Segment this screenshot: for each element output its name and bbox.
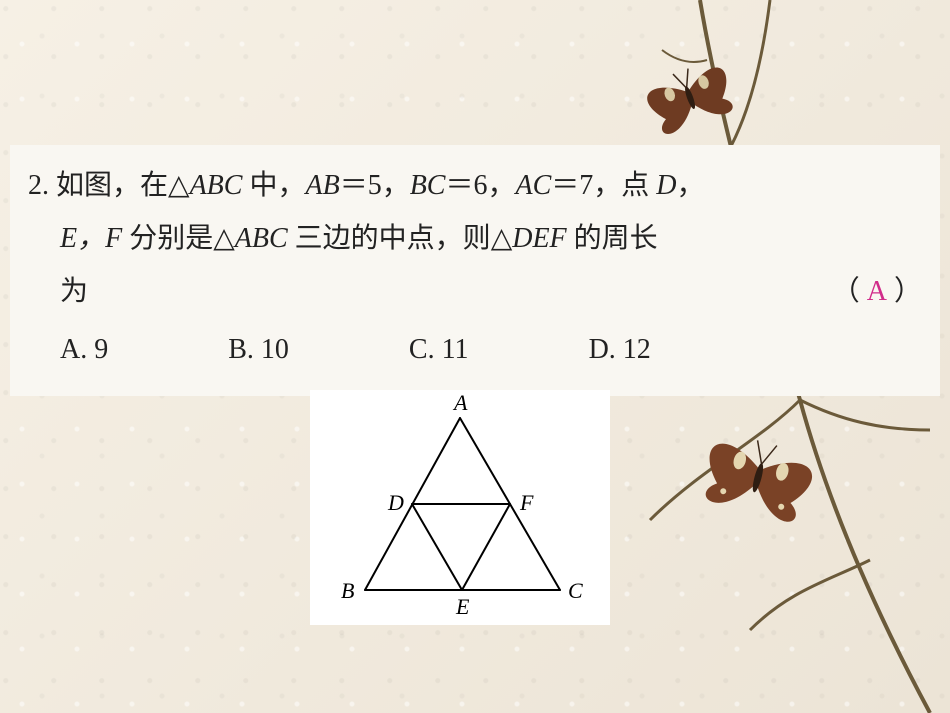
triangle-diagram: A B C D E F — [310, 390, 610, 625]
question-line-3: 为 （ A ） — [28, 265, 922, 318]
svg-text:C: C — [568, 578, 583, 603]
question-number: 2. — [28, 170, 49, 201]
option-b: B. 10 — [228, 323, 289, 376]
svg-text:B: B — [341, 578, 354, 603]
question-line-1: 2. 如图，在△ABC 中，AB＝5，BC＝6，AC＝7，点 D， — [28, 159, 922, 212]
question-line-2: E，F 分别是△ABC 三边的中点，则△DEF 的周长 — [28, 212, 922, 265]
question-panel: 2. 如图，在△ABC 中，AB＝5，BC＝6，AC＝7，点 D， E，F 分别… — [10, 145, 940, 396]
svg-text:A: A — [452, 390, 468, 415]
svg-text:F: F — [519, 490, 534, 515]
option-c: C. 11 — [409, 323, 469, 376]
option-a: A. 9 — [60, 323, 108, 376]
answer-paren: （ A ） — [832, 265, 922, 318]
option-d: D. 12 — [589, 323, 651, 376]
page-root: 2. 如图，在△ABC 中，AB＝5，BC＝6，AC＝7，点 D， E，F 分别… — [0, 0, 950, 713]
line3-left: 为 — [60, 265, 88, 318]
answer-letter: A — [867, 276, 887, 307]
options-row: A. 9 B. 10 C. 11 D. 12 — [28, 323, 922, 376]
svg-text:D: D — [387, 490, 404, 515]
svg-text:E: E — [455, 594, 470, 619]
